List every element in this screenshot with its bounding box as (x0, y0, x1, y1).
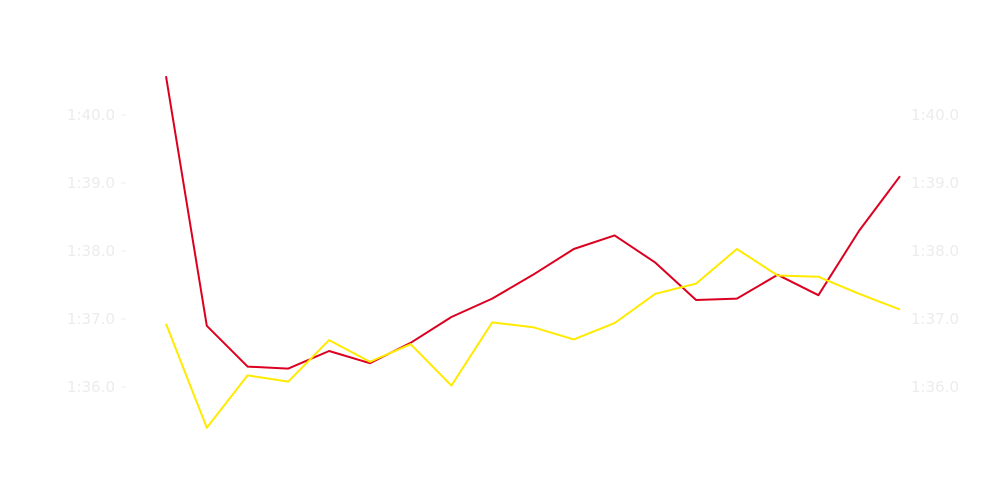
right-y-tick-label: 1:39.0 (911, 174, 959, 192)
right-y-tick-label: 1:38.0 (911, 242, 959, 260)
left-y-tick-label: 1:38.0 (67, 242, 115, 260)
right-y-tick-label: 1:37.0 (911, 310, 959, 328)
left-y-tick-label: 1:39.0 (67, 174, 115, 192)
right-y-tick-label: 1:40.0 (911, 106, 959, 124)
series-layer (165, 76, 901, 429)
right-y-tick-label: 1:36.0 (911, 378, 959, 396)
series-line-2 (165, 248, 901, 429)
left-y-tick-label: 1:40.0 (67, 106, 115, 124)
left-y-axis: 1:36.0 1:37.0 1:38.0 1:39.0 1:40.0 (67, 106, 126, 396)
left-y-tick-label: 1:36.0 (67, 378, 115, 396)
right-y-axis: 1:36.0 1:37.0 1:38.0 1:39.0 1:40.0 (911, 106, 959, 396)
left-y-tick-label: 1:37.0 (67, 310, 115, 328)
series-line-1 (165, 76, 901, 370)
